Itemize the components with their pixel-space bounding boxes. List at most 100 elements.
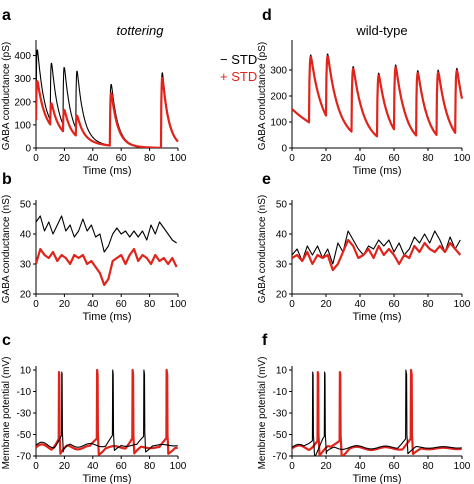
x-tick-label-f: 100 [454,461,471,472]
y-tick-label-f: -10 [273,387,288,398]
x-tick-label-c: 60 [116,461,128,472]
panel-d: d 0 20 40 60 80 100 0 100 200 300 Time (ms) GABA con… [257,7,471,177]
y-tick-label-d: 0 [281,144,287,155]
series-line-a-plus-std [36,77,179,148]
y-axis-label-a: GABA conductance (pS) [1,42,12,150]
column-title-wildtype: wild-type [355,23,407,38]
y-tick-label-f: -70 [273,452,288,463]
x-tick-label-f: 40 [354,461,366,472]
panel-a: a 0 20 40 60 80 100 0 100 200 300 400 Time (ms) GABA … [1,7,187,177]
y-tick-label-f: -30 [273,409,288,420]
panel-letter-f: f [262,332,268,349]
x-tick-label-b: 100 [170,299,187,310]
x-axis-label-c: Time (ms) [82,473,131,484]
y-tick-label-a: 0 [25,144,31,155]
panel-letter-e: e [262,171,271,188]
panel-c: c 0 20 40 60 80 100 -70 -50 -30 -10 10 Time (ms) Memb… [1,332,187,484]
legend-minus-std: − STD [220,52,257,67]
legend-plus-std: + STD [220,69,257,84]
x-tick-label-a: 100 [170,153,187,164]
y-tick-label-d: 200 [270,92,287,103]
panel-f: f 0 20 40 60 80 100 -70 -50 -30 -10 10 Time (ms) Memb… [257,332,471,484]
y-tick-label-b: 40 [20,230,32,241]
x-tick-label-a: 60 [116,153,128,164]
panel-letter-d: d [262,7,272,24]
y-tick-label-e: 20 [276,290,288,301]
y-tick-label-c: -30 [17,409,32,420]
x-tick-label-c: 20 [59,461,71,472]
y-tick-label-a: 300 [14,74,31,85]
y-tick-label-a: 400 [14,51,31,62]
y-axis-label-c: Membrane potential (mV) [1,357,12,470]
panel-letter-c: c [2,332,11,349]
x-axis-label-f: Time (ms) [352,473,401,484]
series-line-d-plus-std [292,55,464,138]
y-tick-label-b: 50 [20,200,32,211]
series-line-e-minus-std [292,230,461,265]
panel-letter-a: a [2,7,11,24]
x-axis-label-d: Time (ms) [352,165,401,177]
x-tick-label-a: 0 [33,153,39,164]
y-axis-label-e: GABA conductance (nS) [257,195,268,303]
y-tick-label-d: 300 [270,66,287,77]
x-tick-label-b: 40 [87,299,99,310]
x-tick-label-e: 20 [320,299,332,310]
y-tick-label-c: -10 [17,387,32,398]
y-tick-label-b: 30 [20,260,32,271]
x-tick-label-e: 60 [388,299,400,310]
x-tick-label-d: 80 [422,153,434,164]
x-tick-label-f: 20 [320,461,332,472]
x-tick-label-e: 100 [454,299,471,310]
x-axis-label-e: Time (ms) [352,311,401,323]
x-tick-label-d: 40 [354,153,366,164]
x-tick-label-b: 20 [59,299,71,310]
y-tick-label-e: 30 [276,260,288,271]
x-axis-label-a: Time (ms) [82,165,131,177]
x-tick-label-f: 80 [422,461,434,472]
x-tick-label-b: 0 [33,299,39,310]
y-tick-label-e: 50 [276,200,288,211]
column-title-tottering: tottering [117,23,165,38]
panel-letter-b: b [2,171,12,188]
y-axis-label-b: GABA conductance (nS) [1,195,12,303]
y-axis-label-f: Membrane potential (mV) [257,357,268,470]
series-line-f-plus-std [292,368,463,456]
x-tick-label-a: 80 [144,153,156,164]
x-tick-label-e: 80 [422,299,434,310]
y-tick-label-c: 10 [20,366,32,377]
x-tick-label-e: 40 [354,299,366,310]
y-tick-label-c: -50 [17,430,32,441]
x-tick-label-c: 0 [33,461,39,472]
y-tick-label-f: 10 [276,366,288,377]
x-tick-label-c: 100 [170,461,187,472]
x-tick-label-d: 0 [289,153,295,164]
x-tick-label-d: 100 [454,153,471,164]
y-tick-label-e: 40 [276,230,288,241]
x-tick-label-d: 20 [320,153,332,164]
y-tick-label-a: 200 [14,97,31,108]
x-tick-label-b: 80 [144,299,156,310]
series-line-c-minus-std [36,369,178,453]
series-line-e-plus-std [292,238,462,272]
x-tick-label-f: 0 [289,461,295,472]
y-tick-label-f: -50 [273,430,288,441]
y-tick-label-c: -70 [17,452,32,463]
series-line-c-plus-std [36,368,179,456]
x-tick-label-a: 20 [59,153,71,164]
series-line-b-minus-std [36,215,177,253]
y-tick-label-d: 100 [270,118,287,129]
series-line-b-plus-std [36,247,178,287]
y-tick-label-b: 20 [20,290,32,301]
x-tick-label-b: 60 [116,299,128,310]
legend: − STD + STD [220,52,257,84]
series-line-f-minus-std [292,369,462,456]
x-axis-label-b: Time (ms) [82,311,131,323]
x-tick-label-f: 60 [388,461,400,472]
x-tick-label-c: 80 [144,461,156,472]
y-tick-label-a: 100 [14,120,31,131]
x-tick-label-a: 40 [87,153,99,164]
x-tick-label-e: 0 [289,299,295,310]
